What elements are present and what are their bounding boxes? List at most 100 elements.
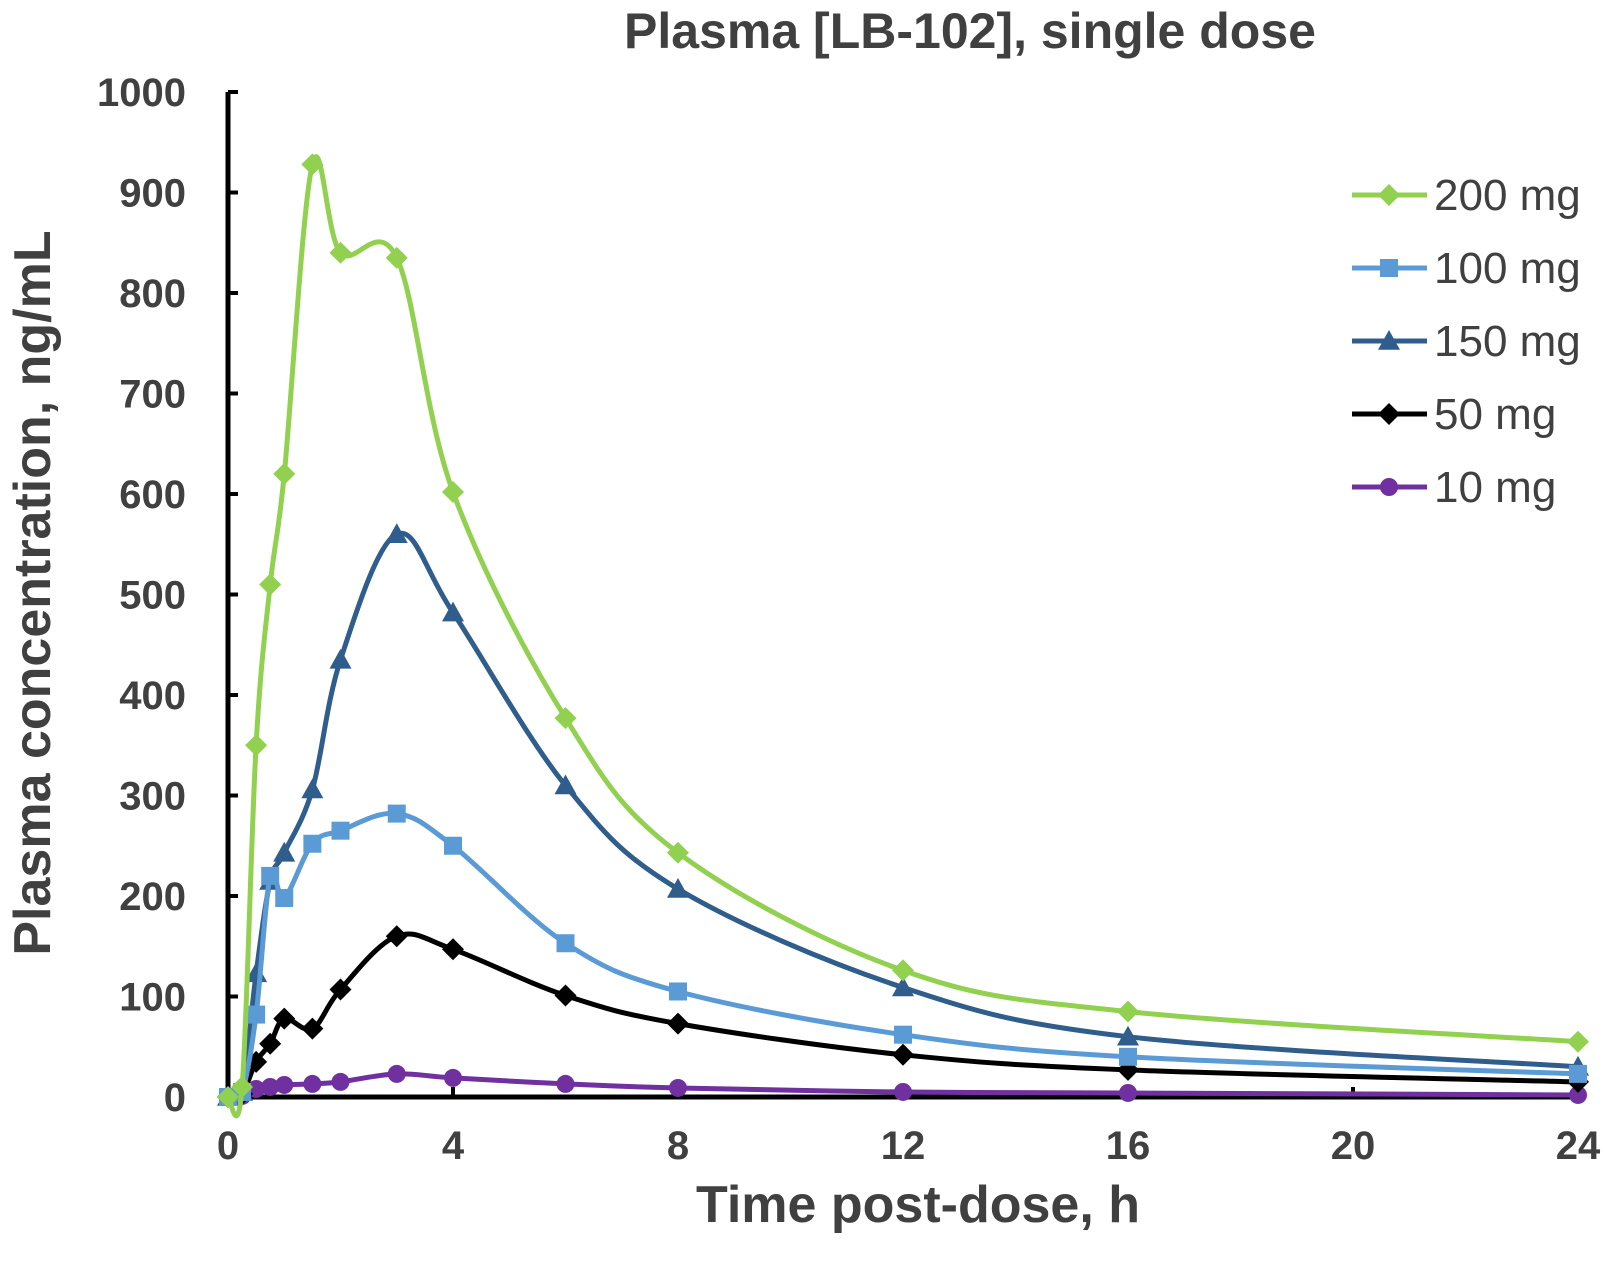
legend-label: 50 mg <box>1434 390 1556 439</box>
data-point <box>273 841 296 862</box>
data-point <box>444 836 462 855</box>
legend-marker <box>1378 403 1400 425</box>
y-tick-label: 900 <box>119 172 186 216</box>
legend-item: 100 mg <box>1352 244 1581 293</box>
data-point <box>1117 1025 1139 1046</box>
data-point <box>554 984 577 1007</box>
data-point <box>554 707 577 730</box>
data-point <box>275 889 294 908</box>
data-point <box>247 1005 266 1024</box>
data-point <box>444 1068 462 1087</box>
series-200-mg <box>217 153 1589 1119</box>
data-point <box>556 934 575 953</box>
x-tick-label: 20 <box>1331 1124 1376 1168</box>
y-tick-label: 400 <box>119 674 186 718</box>
legend-item: 50 mg <box>1352 390 1556 439</box>
legend-marker <box>1380 478 1398 496</box>
data-point <box>892 959 914 982</box>
data-point <box>301 1017 324 1040</box>
data-point <box>273 1007 296 1030</box>
data-point <box>669 982 687 1001</box>
data-point <box>261 866 280 885</box>
data-point <box>667 1012 689 1035</box>
y-tick-label: 0 <box>164 1076 186 1120</box>
series-line <box>225 530 1579 1106</box>
series-layer <box>217 153 1589 1119</box>
data-point <box>1567 1030 1589 1053</box>
series-50-mg <box>217 925 1589 1108</box>
axes: 0 100 200 300 400 500 600 700 800 900 1000 0 4 8 12 16 2… <box>97 71 1601 1168</box>
data-point <box>1119 1047 1137 1066</box>
x-tick-label: 24 <box>1556 1124 1601 1168</box>
series-100-mg <box>219 804 1587 1106</box>
data-point <box>273 462 296 485</box>
legend-label: 200 mg <box>1434 171 1581 220</box>
x-axis-title: Time post-dose, h <box>696 1176 1140 1234</box>
x-tick-label: 0 <box>217 1124 239 1168</box>
x-tick-label: 4 <box>442 1124 465 1168</box>
y-tick-label: 200 <box>119 875 186 919</box>
legend-item: 200 mg <box>1352 171 1581 220</box>
x-tick-label: 8 <box>667 1124 689 1168</box>
data-point <box>259 573 282 596</box>
data-point <box>387 1064 406 1083</box>
data-point <box>329 241 352 264</box>
data-point <box>231 1075 254 1098</box>
data-point <box>1569 1085 1587 1104</box>
legend-label: 150 mg <box>1434 317 1581 366</box>
data-point <box>385 246 408 269</box>
data-point <box>554 774 577 795</box>
data-point <box>245 734 268 757</box>
legend-label: 10 mg <box>1434 463 1556 512</box>
data-point <box>217 1086 239 1108</box>
y-tick-label: 700 <box>119 373 186 417</box>
legend-marker <box>1380 259 1398 277</box>
legend: 200 mg 100 mg 150 mg 50 mg 10 mg <box>1352 171 1581 512</box>
legend-item: 150 mg <box>1352 317 1581 366</box>
y-tick-label: 500 <box>119 574 186 618</box>
data-point <box>331 821 350 840</box>
data-point <box>385 925 408 948</box>
legend-item: 10 mg <box>1352 463 1556 512</box>
data-point <box>329 648 352 669</box>
data-point <box>301 778 324 799</box>
data-point <box>261 1077 280 1096</box>
data-point <box>667 841 689 864</box>
data-point <box>303 1074 322 1093</box>
legend-marker <box>1378 330 1400 350</box>
legend-marker <box>1378 184 1400 206</box>
data-point <box>275 1075 294 1094</box>
data-point <box>331 1072 350 1091</box>
legend-label: 100 mg <box>1434 244 1581 293</box>
data-point <box>1569 1064 1587 1083</box>
data-point <box>894 1082 912 1101</box>
y-tick-label: 300 <box>119 775 186 819</box>
y-axis-title: Plasma concentration, ng/mL <box>4 230 62 955</box>
data-point <box>329 978 352 1001</box>
series-150-mg <box>217 523 1589 1106</box>
y-tick-label: 100 <box>119 976 186 1020</box>
data-point <box>301 153 324 176</box>
x-tick-label: 16 <box>1106 1124 1151 1168</box>
data-point <box>387 804 406 823</box>
y-tick-label: 600 <box>119 473 186 517</box>
data-point <box>303 834 322 853</box>
data-point <box>442 601 464 622</box>
data-point <box>1117 1000 1139 1023</box>
data-point <box>442 480 464 503</box>
data-point <box>259 1032 282 1055</box>
chart-title: Plasma [LB-102], single dose <box>624 3 1316 59</box>
data-point <box>669 1078 687 1097</box>
data-point <box>892 1043 914 1066</box>
data-point <box>442 938 464 961</box>
y-tick-label: 1000 <box>97 71 186 115</box>
series-line <box>227 931 1579 1101</box>
x-tick-label: 12 <box>881 1124 926 1168</box>
data-point <box>385 523 408 543</box>
data-point <box>556 1074 575 1093</box>
data-point <box>1119 1083 1137 1102</box>
series-10-mg <box>219 1064 1587 1106</box>
y-tick-label: 800 <box>119 272 186 316</box>
